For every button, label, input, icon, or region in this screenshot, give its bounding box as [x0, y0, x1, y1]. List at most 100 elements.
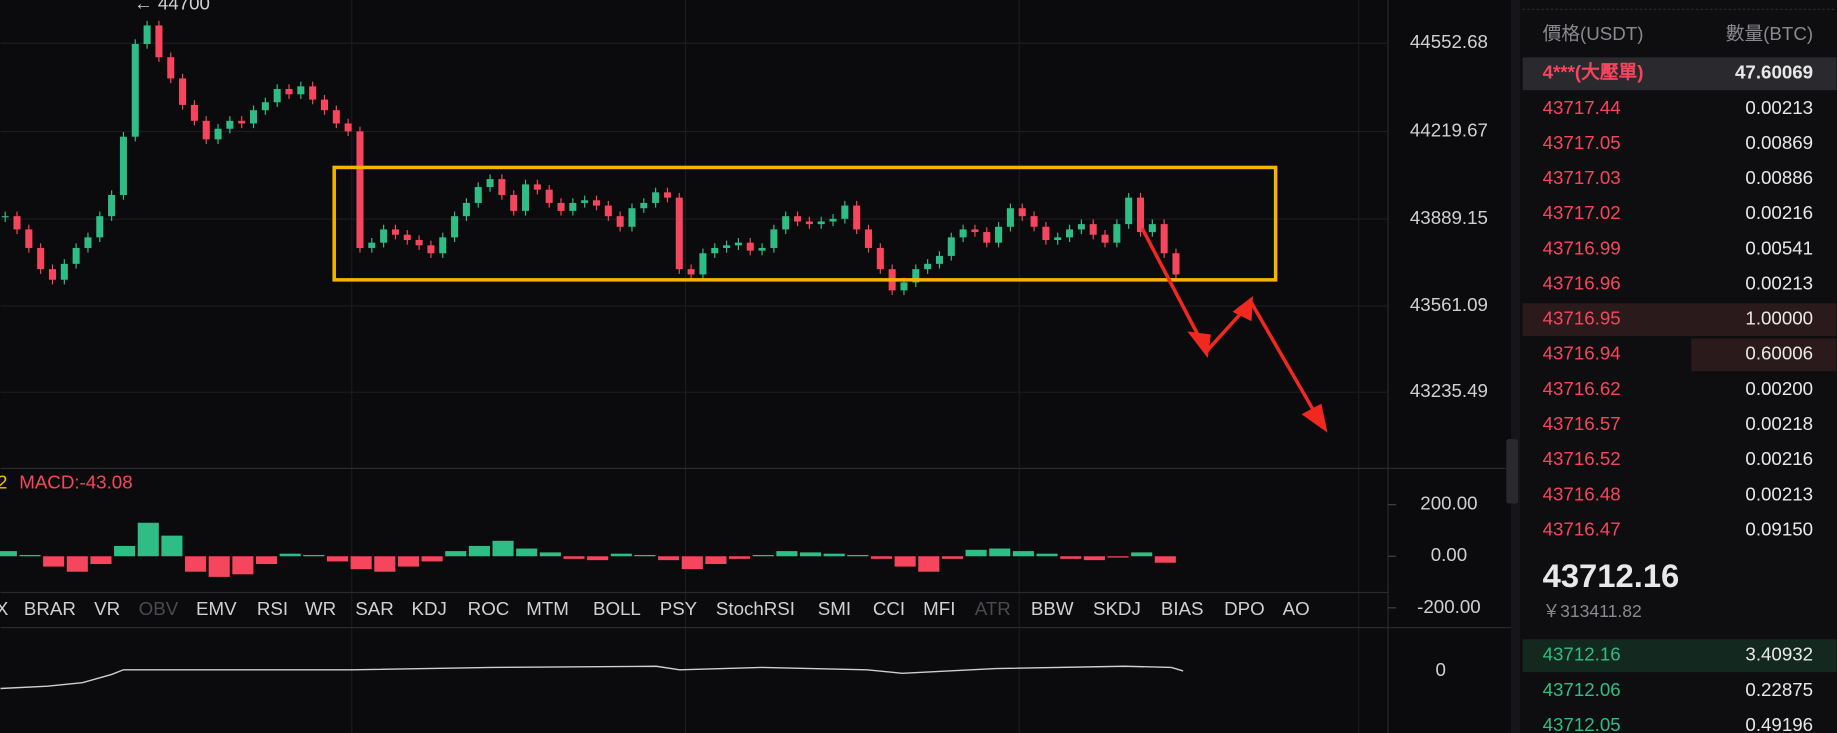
indicator-tab[interactable]: VR: [94, 598, 120, 619]
bid-price[interactable]: 43712.16: [1543, 644, 1621, 665]
histogram-bar: [800, 552, 822, 557]
last-price: 43712.16: [1543, 557, 1680, 594]
indicator-tab[interactable]: BRAR: [24, 598, 76, 619]
indicator-tab[interactable]: KDJ: [411, 598, 446, 619]
histogram-bar: [634, 554, 656, 557]
indicator-tab[interactable]: MTM: [526, 598, 569, 619]
candle: [285, 89, 293, 95]
bid-amount: 0.22875: [1745, 679, 1813, 700]
histogram-bar: [587, 556, 609, 561]
forecast-arrows: [1140, 227, 1328, 433]
ask-amount: 0.00213: [1745, 272, 1813, 293]
candle: [1148, 224, 1156, 233]
indicator-tab[interactable]: PSY: [660, 598, 698, 619]
histogram-bar: [965, 549, 987, 557]
high-annotation: ← 44700: [134, 0, 210, 14]
candle: [1066, 229, 1074, 238]
candle: [545, 189, 553, 203]
ask-price[interactable]: 43716.99: [1543, 237, 1621, 258]
histogram-bar: [90, 556, 112, 564]
ask-price[interactable]: 43716.52: [1543, 448, 1621, 469]
candle: [782, 216, 790, 230]
bid-amount: 0.49196: [1745, 714, 1813, 733]
bid-price[interactable]: 43712.05: [1543, 714, 1621, 733]
indicator-tab[interactable]: WR: [305, 598, 336, 619]
candle: [616, 216, 624, 227]
indicator-tab[interactable]: X: [0, 598, 9, 619]
histogram-bar: [539, 552, 561, 557]
candle: [723, 245, 731, 248]
splitter-handle[interactable]: [1506, 439, 1519, 504]
ask-price[interactable]: 43717.03: [1543, 167, 1621, 188]
indicator-tab[interactable]: EMV: [196, 598, 237, 619]
candle: [628, 208, 636, 227]
ask-price[interactable]: 43716.47: [1543, 518, 1621, 539]
candle: [1172, 253, 1180, 275]
indicator-tab[interactable]: DPO: [1224, 598, 1265, 619]
indicator-tab[interactable]: SMI: [818, 598, 851, 619]
candle: [368, 242, 376, 248]
indicator-tab[interactable]: ATR: [975, 598, 1011, 619]
ask-price[interactable]: 43716.94: [1543, 343, 1621, 364]
indicator-tab[interactable]: BIAS: [1161, 598, 1204, 619]
histogram-bar: [752, 554, 774, 557]
candle: [1054, 237, 1062, 241]
histogram-bar: [705, 556, 727, 564]
candle: [380, 229, 388, 243]
histogram-bar: [232, 556, 254, 575]
ask-amount: 1.00000: [1745, 308, 1813, 329]
histogram-bar: [729, 556, 751, 559]
ask-amount: 0.00218: [1745, 413, 1813, 434]
indicator-tab[interactable]: AO: [1283, 598, 1310, 619]
indicator-tabs: X BRAR VR OBV EMV RSI WR SAR KDJ ROC MTM BOLL PSY Sto…: [0, 598, 1310, 619]
y-tick-label: 44552.68: [1410, 31, 1488, 52]
candle: [250, 110, 258, 124]
ask-price[interactable]: 43717.02: [1543, 202, 1621, 223]
ask-price[interactable]: 43716.96: [1543, 272, 1621, 293]
big-order-amount: 47.60069: [1735, 62, 1813, 83]
candle: [1042, 226, 1050, 241]
oscillator-tick-label: 0: [1436, 659, 1446, 680]
candle: [214, 128, 222, 140]
indicator-tab[interactable]: ROC: [468, 598, 510, 619]
ask-price[interactable]: 43716.57: [1543, 413, 1621, 434]
histogram-bar: [894, 556, 916, 567]
indicator-tab[interactable]: SKDJ: [1093, 598, 1141, 619]
candle: [581, 200, 589, 203]
candle: [604, 205, 612, 217]
candle: [699, 253, 707, 275]
ask-price[interactable]: 43716.48: [1543, 483, 1621, 504]
candle: [37, 247, 45, 270]
indicator-tab[interactable]: MFI: [923, 598, 955, 619]
indicator-tab[interactable]: BOLL: [593, 598, 641, 619]
bid-price[interactable]: 43712.06: [1543, 679, 1621, 700]
histogram-bar: [208, 556, 230, 577]
depth-bar: [1522, 639, 1837, 673]
candle: [971, 229, 979, 233]
y-tick-label: 44219.67: [1410, 119, 1488, 140]
candle: [900, 282, 908, 291]
indicator-tab[interactable]: StochRSI: [716, 598, 795, 619]
indicator-tab[interactable]: RSI: [257, 598, 288, 619]
splitter[interactable]: [1510, 0, 1521, 733]
indicator-tab[interactable]: BBW: [1031, 598, 1074, 619]
ask-price[interactable]: 43717.05: [1543, 132, 1621, 153]
histogram-bar: [681, 556, 703, 570]
depth-bar: [1691, 338, 1837, 372]
candle: [864, 229, 873, 248]
candle: [817, 221, 825, 225]
candle: [1006, 208, 1014, 227]
ask-price[interactable]: 43716.95: [1543, 308, 1621, 329]
candle: [1113, 224, 1121, 243]
indicator-tab[interactable]: SAR: [355, 598, 394, 619]
indicator-tab[interactable]: CCI: [873, 598, 905, 619]
ask-price[interactable]: 43716.62: [1543, 378, 1621, 399]
oscillator-line: [0, 665, 1184, 690]
candle: [356, 131, 364, 248]
ask-price[interactable]: 43717.44: [1543, 97, 1621, 118]
candle: [309, 86, 317, 100]
histogram-bar: [0, 551, 17, 557]
candle: [687, 269, 695, 275]
indicator-tab[interactable]: OBV: [139, 598, 179, 619]
